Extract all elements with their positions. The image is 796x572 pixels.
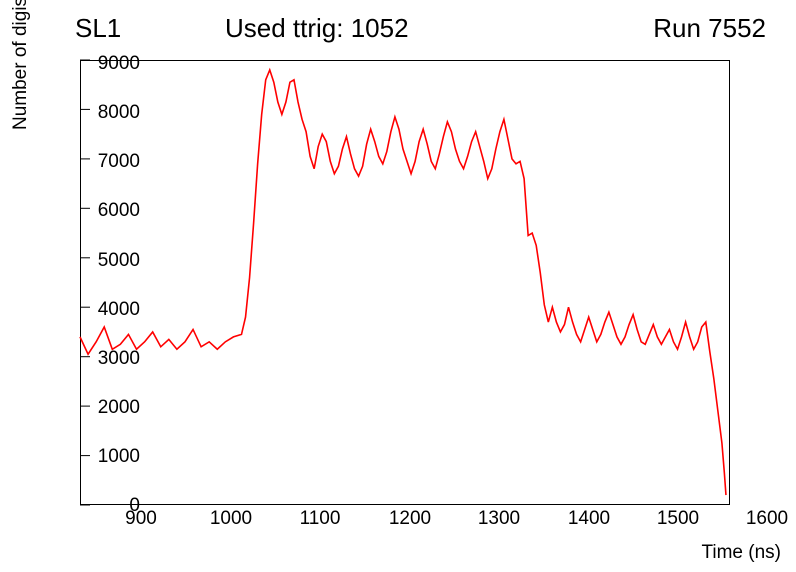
x-tick-label-900: 900	[116, 508, 166, 530]
x-tick-label-1600: 1600	[742, 508, 792, 530]
x-tick-label-1400: 1400	[564, 508, 614, 530]
x-tick-label-1300: 1300	[474, 508, 524, 530]
top-left-label: SL1	[75, 13, 121, 44]
x-axis-title: Time (ns)	[701, 542, 781, 564]
chart-title: Used ttrig: 1052	[225, 13, 409, 44]
digis-data-line	[80, 70, 726, 495]
run-number-label: Run 7552	[653, 13, 766, 44]
data-line-svg	[80, 60, 730, 505]
header-labels: SL1 Used ttrig: 1052 Run 7552	[0, 8, 796, 48]
x-tick-label-1000: 1000	[206, 508, 256, 530]
x-tick-label-1200: 1200	[385, 508, 435, 530]
y-axis-ticks	[80, 60, 90, 505]
x-tick-label-1100: 1100	[295, 508, 345, 530]
x-tick-label-1500: 1500	[653, 508, 703, 530]
chart-container: SL1 Used ttrig: 1052 Run 7552 Number of …	[0, 0, 796, 572]
y-axis-title: Number of digis	[10, 0, 32, 130]
